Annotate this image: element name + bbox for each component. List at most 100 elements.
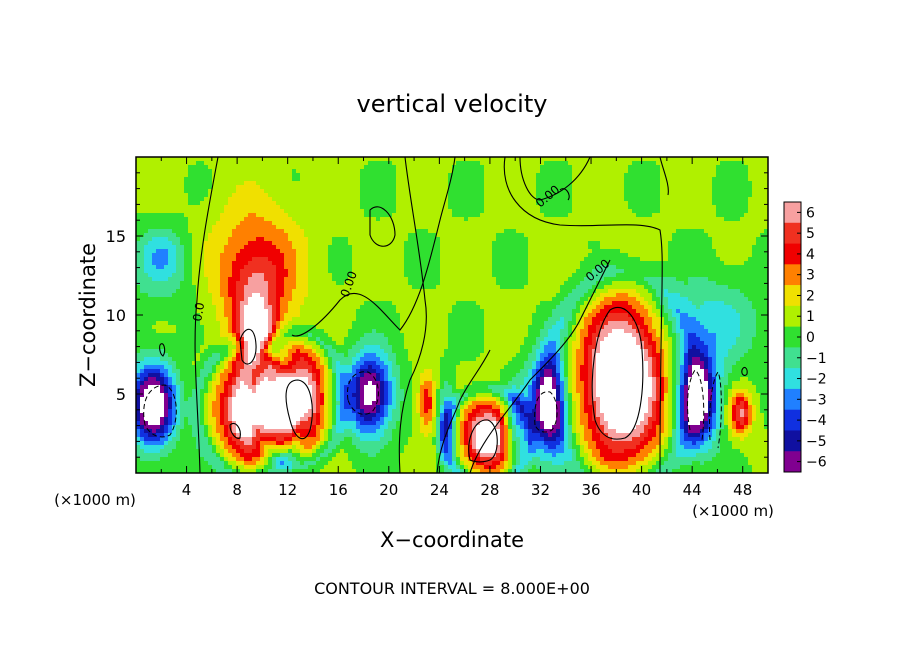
heatmap-cell [224,313,229,318]
heatmap-cell [224,453,229,458]
heatmap-cell [248,353,253,358]
heatmap-cell [172,249,177,254]
heatmap-cell [184,301,189,306]
heatmap-cell [164,377,169,382]
heatmap-cell [292,185,297,190]
heatmap-cell [180,245,185,250]
heatmap-cell [224,461,229,466]
heatmap-cell [232,189,237,194]
heatmap-cell [380,185,385,190]
heatmap-cell [240,169,245,174]
heatmap-cell [364,417,369,422]
heatmap-cell [328,437,333,442]
heatmap-cell [372,421,377,426]
heatmap-cell [296,297,301,302]
heatmap-cell [252,401,257,406]
heatmap-cell [284,309,289,314]
heatmap-cell [340,417,345,422]
heatmap-cell [224,241,229,246]
heatmap-cell [348,165,353,170]
heatmap-cell [200,261,205,266]
heatmap-cell [300,433,305,438]
heatmap-cell [164,209,169,214]
heatmap-cell [176,209,181,214]
heatmap-cell [376,361,381,366]
heatmap-cell [140,249,145,254]
heatmap-cell [300,285,305,290]
heatmap-cell [208,253,213,258]
heatmap-cell [368,197,373,202]
heatmap-cell [344,469,349,473]
heatmap-cell [224,189,229,194]
heatmap-cell [176,217,181,222]
heatmap-cell [328,229,333,234]
heatmap-cell [140,181,145,186]
heatmap-cell [284,405,289,410]
heatmap-cell [368,441,373,446]
heatmap-cell [300,197,305,202]
heatmap-cell [296,293,301,298]
heatmap-cell [220,201,225,206]
heatmap-cell [184,337,189,342]
heatmap-cell [268,393,273,398]
heatmap-cell [340,433,345,438]
heatmap-cell [232,297,237,302]
heatmap-cell [192,421,197,426]
heatmap-cell [260,341,265,346]
heatmap-cell [372,405,377,410]
heatmap-cell [160,169,165,174]
heatmap-cell [376,369,381,374]
heatmap-cell [140,357,145,362]
heatmap-cell [268,425,273,430]
heatmap-cell [212,453,217,458]
heatmap-cell [376,177,381,182]
heatmap-cell [144,157,149,162]
heatmap-cell [296,169,301,174]
heatmap-cell [176,325,181,330]
heatmap-cell [200,273,205,278]
heatmap-cell [372,377,377,382]
heatmap-cell [328,381,333,386]
heatmap-cell [148,341,153,346]
heatmap-cell [344,269,349,274]
heatmap-cell [224,193,229,198]
heatmap-cell [168,329,173,334]
heatmap-cell [296,201,301,206]
heatmap-cell [288,161,293,166]
heatmap-cell [368,309,373,314]
heatmap-cell [316,369,321,374]
heatmap-cell [256,169,261,174]
heatmap-cell [188,433,193,438]
heatmap-cell [280,229,285,234]
heatmap-cell [316,317,321,322]
heatmap-cell [248,393,253,398]
heatmap-cell [296,369,301,374]
heatmap-cell [180,277,185,282]
heatmap-cell [232,241,237,246]
heatmap-cell [336,257,341,262]
heatmap-cell [188,441,193,446]
heatmap-cell [352,409,357,414]
heatmap-cell [164,313,169,318]
heatmap-cell [156,409,161,414]
heatmap-cell [364,241,369,246]
heatmap-cell [352,337,357,342]
heatmap-cell [276,245,281,250]
heatmap-cell [140,457,145,462]
heatmap-cell [260,441,265,446]
heatmap-cell [372,345,377,350]
heatmap-cell [364,385,369,390]
heatmap-cell [292,269,297,274]
heatmap-cell [236,161,241,166]
heatmap-cell [364,349,369,354]
heatmap-cell [264,173,269,178]
heatmap-cell [336,289,341,294]
heatmap-cell [188,449,193,454]
heatmap-cell [344,313,349,318]
heatmap-cell [136,277,141,282]
heatmap-cell [376,265,381,270]
heatmap-cell [168,233,173,238]
heatmap-cell [276,281,281,286]
heatmap-cell [176,345,181,350]
heatmap-cell [324,353,329,358]
